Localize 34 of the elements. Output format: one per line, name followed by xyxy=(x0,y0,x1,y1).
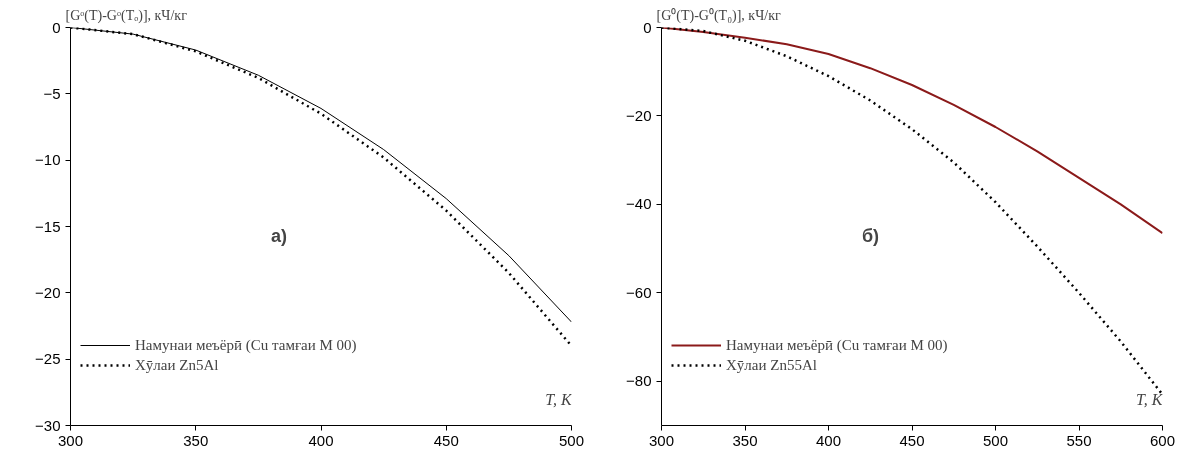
x-tick-label: 400 xyxy=(308,431,334,449)
y-tick-label: −40 xyxy=(626,195,652,213)
y-tick-label: −10 xyxy=(35,151,61,169)
y-axis-title: [G⁰(T)-G⁰(T₀)], кЧ/кг xyxy=(656,7,781,24)
x-tick-label: 550 xyxy=(1066,431,1092,449)
x-tick-label: 300 xyxy=(648,431,675,449)
y-tick-label: −15 xyxy=(35,217,61,235)
y-tick-label: −25 xyxy=(35,350,61,368)
x-tick-label: 600 xyxy=(1149,431,1176,449)
x-tick-label: 450 xyxy=(433,431,459,449)
y-tick-label: −20 xyxy=(626,106,652,124)
y-tick-label: 0 xyxy=(52,18,61,36)
legend-label: Намунаи меъёрӣ (Cu тамғаи М 00) xyxy=(726,336,948,354)
x-tick-label: 400 xyxy=(815,431,842,449)
x-tick-label: 500 xyxy=(558,431,585,449)
y-tick-label: −5 xyxy=(43,84,61,102)
x-tick-label: 300 xyxy=(57,431,84,449)
x-tick-label: 500 xyxy=(982,431,1009,449)
y-tick-label: 0 xyxy=(643,18,652,36)
y-tick-label: −80 xyxy=(626,372,652,390)
legend-label: Намунаи меъёрӣ (Cu тамғаи М 00) xyxy=(135,336,357,354)
x-axis-title: T, K xyxy=(1136,390,1164,408)
annotation: б) xyxy=(861,226,880,247)
x-tick-label: 350 xyxy=(732,431,758,449)
x-tick-label: 450 xyxy=(899,431,925,449)
legend-label: Хӯлаи Zn5Al xyxy=(135,356,219,374)
y-tick-label: −60 xyxy=(626,283,652,301)
y-tick-label: −30 xyxy=(35,416,61,434)
legend-label: Хӯлаи Zn55Al xyxy=(726,356,817,374)
x-tick-label: 350 xyxy=(183,431,209,449)
annotation: а) xyxy=(270,226,287,247)
y-axis-title: [Gᵒ(T)-Gᵒ(Tₒ)], кЧ/кг xyxy=(65,7,188,24)
y-tick-label: −20 xyxy=(35,283,61,301)
x-axis-title: T, К xyxy=(545,390,573,408)
